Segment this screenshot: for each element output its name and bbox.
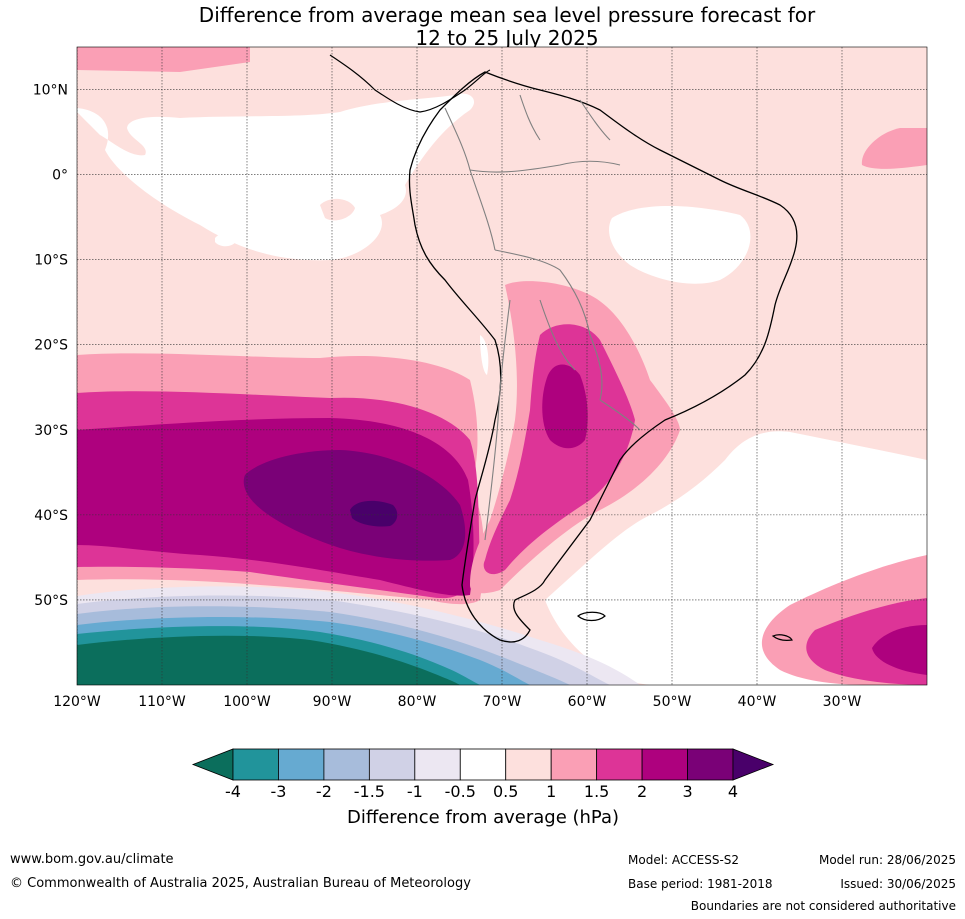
colorbar-tick-label: -2 bbox=[315, 782, 332, 801]
colorbar-tick-label: -1.5 bbox=[353, 782, 385, 801]
colorbar-tick-label: -3 bbox=[270, 782, 287, 801]
colorbar-tick-label: -1 bbox=[406, 782, 423, 801]
latitude-label: 20°S bbox=[34, 338, 68, 354]
colorbar-swatch bbox=[278, 748, 325, 781]
longitude-label: 120°W bbox=[53, 694, 101, 710]
latitude-label: 0° bbox=[52, 168, 68, 184]
map-frame bbox=[76, 46, 928, 686]
longitude-labels: 120°W 110°W 100°W 90°W 80°W 70°W 60°W 50°W 40°W 3… bbox=[53, 694, 861, 710]
longitude-label: 80°W bbox=[398, 694, 437, 710]
title-line-1: Difference from average mean sea level p… bbox=[198, 3, 816, 27]
anomaly-contour bbox=[609, 205, 751, 284]
latitude-label: 30°S bbox=[34, 423, 68, 439]
model-name: Model: ACCESS-S2 bbox=[628, 853, 740, 867]
website-link[interactable]: www.bom.gov.au/climate bbox=[10, 852, 174, 867]
longitude-label: 100°W bbox=[223, 694, 271, 710]
longitude-label: 50°W bbox=[653, 694, 692, 710]
latitude-label: 10°N bbox=[33, 83, 68, 99]
south-georgia bbox=[771, 634, 793, 641]
model-run: Model run: 28/06/2025 bbox=[818, 853, 956, 867]
anomaly-contour bbox=[483, 324, 635, 575]
anomaly-contour bbox=[542, 364, 588, 449]
colorbar-tick-label: -4 bbox=[225, 782, 241, 801]
anomaly-contour bbox=[872, 625, 927, 675]
colorbar-swatch bbox=[641, 748, 688, 781]
anomaly-contour bbox=[320, 198, 355, 221]
colorbar-swatch bbox=[368, 748, 416, 781]
colorbar-swatch bbox=[687, 748, 734, 781]
south-america-coastline bbox=[408, 71, 798, 643]
longitude-label: 90°W bbox=[313, 694, 352, 710]
anomaly-contour bbox=[77, 93, 475, 261]
title-line-2: 12 to 25 July 2025 bbox=[415, 26, 599, 50]
graticule bbox=[77, 47, 927, 685]
colorbar bbox=[191, 748, 775, 781]
colorbar-tick-label: 1.5 bbox=[583, 782, 610, 801]
colorbar-swatch bbox=[550, 748, 598, 781]
anomaly-contour bbox=[861, 128, 927, 169]
colorbar-min-extend bbox=[191, 748, 234, 781]
colorbar-swatch bbox=[414, 748, 461, 781]
anomaly-contour bbox=[215, 232, 237, 247]
map-title: Difference from average mean sea level p… bbox=[0, 4, 965, 50]
colorbar-swatch bbox=[323, 748, 370, 781]
issued-date: Issued: 30/06/2025 bbox=[840, 877, 956, 891]
colorbar-tick-label: 1 bbox=[546, 782, 557, 801]
colorbar-swatch bbox=[596, 748, 643, 781]
latitude-label: 40°S bbox=[34, 508, 68, 524]
anomaly-contour bbox=[77, 635, 460, 685]
base-period: Base period: 1981-2018 bbox=[628, 877, 773, 891]
copyright-text: © Commonwealth of Australia 2025, Austra… bbox=[10, 876, 471, 891]
latitude-label: 10°S bbox=[34, 253, 68, 269]
longitude-label: 70°W bbox=[483, 694, 522, 710]
falkland-islands bbox=[577, 611, 606, 622]
central-america-coastline bbox=[329, 54, 491, 113]
boundary-disclaimer: Boundaries are not considered authoritat… bbox=[690, 899, 956, 913]
colorbar-swatch bbox=[232, 748, 279, 781]
anomaly-contour bbox=[77, 47, 250, 72]
longitude-label: 60°W bbox=[568, 694, 607, 710]
longitude-label: 40°W bbox=[738, 694, 777, 710]
colorbar-max-extend bbox=[732, 748, 775, 781]
colorbar-tick-label: 2 bbox=[636, 782, 648, 801]
longitude-label: 30°W bbox=[823, 694, 862, 710]
colorbar-tick-label: 4 bbox=[727, 782, 739, 801]
latitude-label: 50°S bbox=[34, 593, 68, 609]
latitude-labels: 10°N 0° 10°S 20°S 30°S 40°S 50°S bbox=[33, 83, 68, 609]
colorbar-tick-label: 0.5 bbox=[492, 782, 519, 801]
colorbar-title: Difference from average (hPa) bbox=[346, 807, 620, 828]
anomaly-contour bbox=[350, 500, 398, 527]
country-borders bbox=[444, 94, 641, 541]
colorbar-tick-label: 3 bbox=[682, 782, 693, 801]
colorbar-tick-label: -0.5 bbox=[444, 782, 476, 801]
colorbar-swatch bbox=[459, 748, 507, 781]
map-plot-area bbox=[77, 47, 927, 685]
longitude-label: 110°W bbox=[138, 694, 186, 710]
colorbar-swatch bbox=[505, 748, 552, 781]
